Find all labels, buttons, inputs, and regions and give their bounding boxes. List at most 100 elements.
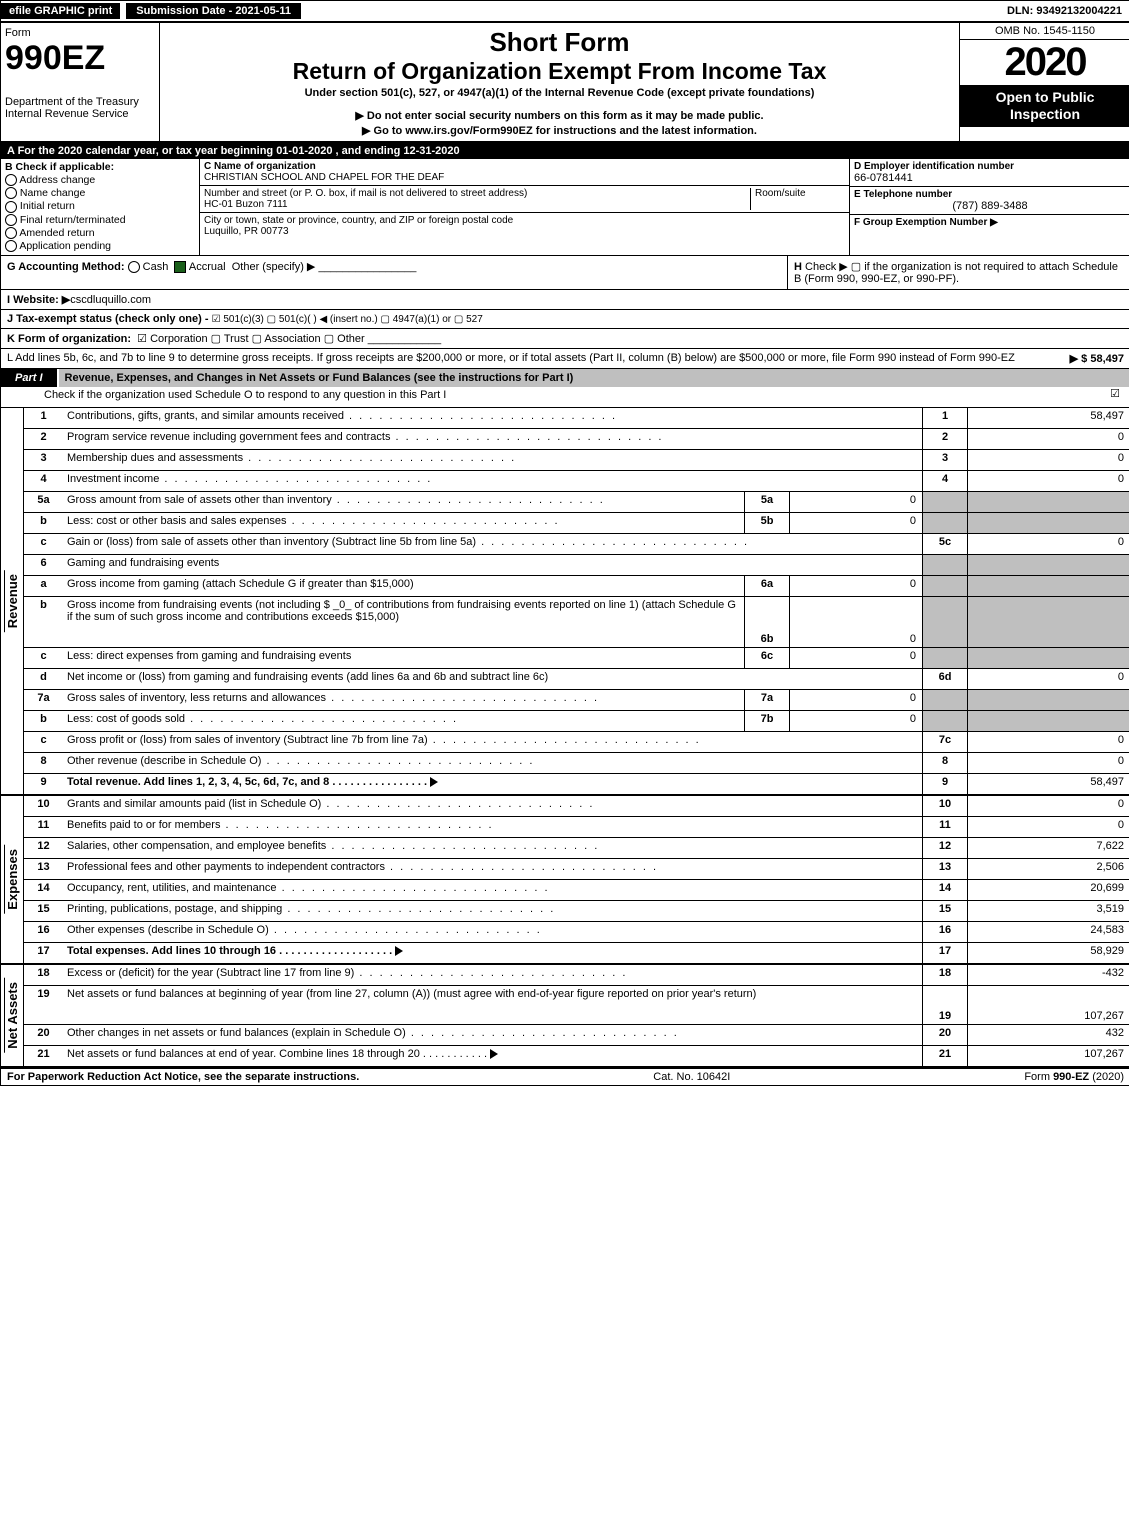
section-a-bar: A For the 2020 calendar year, or tax yea… [1,143,1129,159]
c-label: C Name of organization [204,161,845,172]
netassets-rows: 18Excess or (deficit) for the year (Subt… [24,965,1129,1066]
expenses-rows: 10Grants and similar amounts paid (list … [24,796,1129,963]
box-b: B Check if applicable: Address change Na… [1,159,200,255]
arrow-icon [430,777,438,787]
ein-val: 66-0781441 [854,172,1126,184]
line-7c: Gross profit or (loss) from sales of inv… [63,732,922,752]
footer-left: For Paperwork Reduction Act Notice, see … [7,1071,359,1083]
part1-label: Part I [1,369,57,387]
f-label: F Group Exemption Number ▶ [854,217,1126,228]
line-3: Membership dues and assessments [63,450,922,470]
expenses-sidebar: Expenses [1,796,24,963]
line-1: Contributions, gifts, grants, and simila… [63,408,922,428]
no-ssn: ▶ Do not enter social security numbers o… [168,109,951,122]
line-12: Salaries, other compensation, and employ… [63,838,922,858]
addr-val: HC-01 Buzon 7111 [204,199,750,210]
part1-checkbox[interactable]: ☑ [1100,387,1129,407]
under-section: Under section 501(c), 527, or 4947(a)(1)… [168,87,951,99]
website-link[interactable]: cscdluquillo.com [70,294,151,306]
check-initial[interactable]: Initial return [5,200,195,212]
org-name: CHRISTIAN SCHOOL AND CHAPEL FOR THE DEAF [204,172,845,183]
check-amended[interactable]: Amended return [5,227,195,239]
open-public: Open to Public Inspection [960,85,1129,127]
gh-row: G Accounting Method: Cash Accrual Other … [1,256,1129,290]
phone-val: (787) 889-3488 [854,200,1126,212]
line-16: Other expenses (describe in Schedule O) [63,922,922,942]
line-14: Occupancy, rent, utilities, and maintena… [63,880,922,900]
line-13: Professional fees and other payments to … [63,859,922,879]
form-page: efile GRAPHIC print Submission Date - 20… [0,0,1129,1086]
revenue-sidebar: Revenue [1,408,24,794]
line-9: Total revenue. Add lines 1, 2, 3, 4, 5c,… [63,774,922,794]
line-17: Total expenses. Add lines 10 through 16 … [63,943,922,963]
line-10: Grants and similar amounts paid (list in… [63,796,922,816]
part1-header: Part I Revenue, Expenses, and Changes in… [1,369,1129,387]
line-7b: Less: cost of goods sold [63,711,744,731]
header-mid: Short Form Return of Organization Exempt… [160,23,959,141]
line-5b: Less: cost or other basis and sales expe… [63,513,744,533]
line-6b: Gross income from fundraising events (no… [63,597,744,647]
page-footer: For Paperwork Reduction Act Notice, see … [1,1068,1129,1085]
header-right: OMB No. 1545-1150 2020 Open to Public In… [959,23,1129,141]
form-word: Form [5,27,155,39]
irs-label: Internal Revenue Service [5,108,155,120]
accrual-check[interactable] [174,261,186,273]
goto-link[interactable]: ▶ Go to www.irs.gov/Form990EZ for instru… [168,124,951,137]
e-label: E Telephone number [854,189,1126,200]
check-pending[interactable]: Application pending [5,240,195,252]
room-label: Room/suite [750,188,845,210]
submission-date: Submission Date - 2021-05-11 [124,1,303,21]
line-19: Net assets or fund balances at beginning… [63,986,922,1024]
tax-year: 2020 [960,40,1129,85]
line-5a: Gross amount from sale of assets other t… [63,492,744,512]
line-2: Program service revenue including govern… [63,429,922,449]
short-form-title: Short Form [168,27,951,58]
line-20: Other changes in net assets or fund bala… [63,1025,922,1045]
right-boxes: D Employer identification number 66-0781… [849,159,1129,255]
dln: DLN: 93492132004221 [999,3,1129,19]
line-6d: Net income or (loss) from gaming and fun… [63,669,922,689]
line-7a: Gross sales of inventory, less returns a… [63,690,744,710]
gross-receipts: ▶ $ 58,497 [1070,352,1124,365]
line-5c: Gain or (loss) from sale of assets other… [63,534,922,554]
footer-mid: Cat. No. 10642I [653,1071,730,1083]
city-label: City or town, state or province, country… [204,215,845,226]
line-15: Printing, publications, postage, and shi… [63,901,922,921]
top-bar: efile GRAPHIC print Submission Date - 20… [1,1,1129,23]
line-8: Other revenue (describe in Schedule O) [63,753,922,773]
return-title: Return of Organization Exempt From Incom… [168,58,951,85]
addr-label: Number and street (or P. O. box, if mail… [204,188,750,199]
arrow-icon [490,1049,498,1059]
header-left: Form 990EZ Department of the Treasury In… [1,23,160,141]
info-block: B Check if applicable: Address change Na… [1,159,1129,256]
box-b-title: B Check if applicable: [5,161,195,173]
form-header: Form 990EZ Department of the Treasury In… [1,23,1129,143]
check-final[interactable]: Final return/terminated [5,214,195,226]
line-18: Excess or (deficit) for the year (Subtra… [63,965,922,985]
part1-title: Revenue, Expenses, and Changes in Net As… [57,369,1129,387]
line-6c: Less: direct expenses from gaming and fu… [63,648,744,668]
netassets-sidebar: Net Assets [1,965,24,1066]
revenue-rows: 1Contributions, gifts, grants, and simil… [24,408,1129,794]
arrow-icon [395,946,403,956]
check-address[interactable]: Address change [5,174,195,186]
line-h: H Check ▶ ▢ if the organization is not r… [787,256,1129,289]
line-g: G Accounting Method: Cash Accrual Other … [1,256,787,289]
city-val: Luquillo, PR 00773 [204,226,845,237]
line-l: L Add lines 5b, 6c, and 7b to line 9 to … [1,349,1129,369]
line-k: K Form of organization: ☑ Corporation ▢ … [1,329,1129,349]
line-6: Gaming and fundraising events [63,555,922,575]
form-number: 990EZ [5,39,155,78]
d-label: D Employer identification number [854,161,1126,172]
check-name[interactable]: Name change [5,187,195,199]
part1-check-row: Check if the organization used Schedule … [1,387,1129,408]
line-6a: Gross income from gaming (attach Schedul… [63,576,744,596]
dept-treasury: Department of the Treasury [5,96,155,108]
line-21: Net assets or fund balances at end of ye… [63,1046,922,1066]
line-4: Investment income [63,471,922,491]
omb-number: OMB No. 1545-1150 [960,23,1129,40]
box-c: C Name of organization CHRISTIAN SCHOOL … [200,159,849,255]
footer-right: Form 990-EZ (2020) [1024,1071,1124,1083]
line-j: J Tax-exempt status (check only one) - ☑… [1,310,1129,329]
line-11: Benefits paid to or for members [63,817,922,837]
